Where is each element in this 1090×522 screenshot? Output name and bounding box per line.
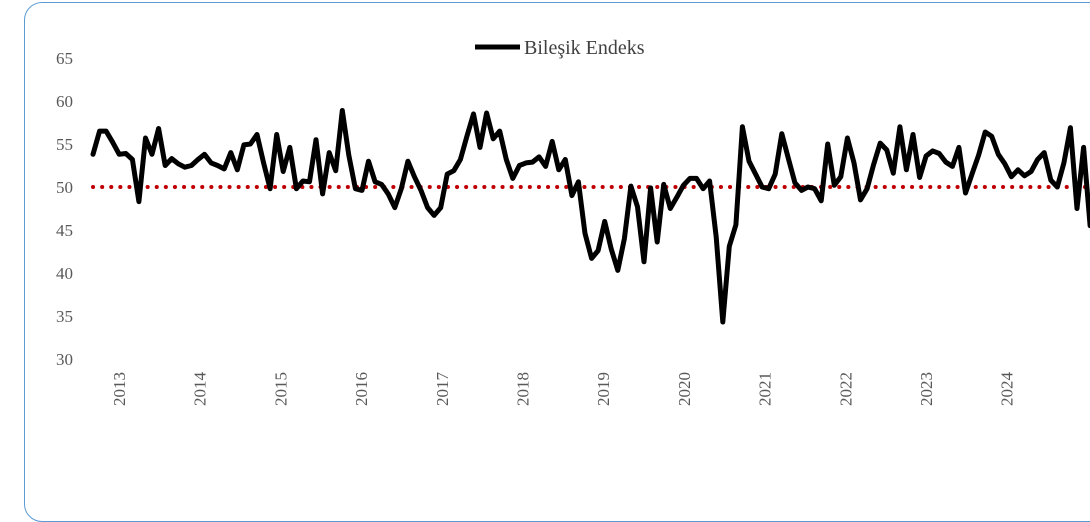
x-tick-label: 2020 <box>675 372 694 406</box>
series-line-bilesik-endeks <box>90 108 1090 325</box>
x-axis-ticks: 2013 2014 2015 2016 2017 2018 2019 2020 2021 2022… <box>110 372 1017 407</box>
y-tick-label: 35 <box>56 307 73 326</box>
x-tick-label: 2024 <box>998 372 1017 407</box>
y-tick-label: 55 <box>56 135 73 154</box>
y-tick-label: 45 <box>56 221 73 240</box>
series-group <box>90 108 1090 325</box>
y-tick-label: 50 <box>56 178 73 197</box>
x-tick-label: 2022 <box>836 372 855 406</box>
legend-label: Bileşik Endeks <box>524 37 645 59</box>
y-tick-label: 40 <box>56 264 73 283</box>
y-tick-label: 60 <box>56 92 73 111</box>
x-tick-label: 2021 <box>756 372 775 406</box>
legend: Bileşik Endeks <box>475 37 645 59</box>
x-tick-label: 2014 <box>191 372 210 407</box>
y-tick-label: 65 <box>56 49 73 68</box>
x-tick-label: 2013 <box>110 372 129 406</box>
x-tick-label: 2019 <box>594 372 613 406</box>
x-tick-label: 2015 <box>271 372 290 406</box>
x-tick-label: 2018 <box>514 372 533 406</box>
x-tick-label: 2023 <box>917 372 936 406</box>
y-tick-label: 30 <box>56 350 73 369</box>
x-tick-label: 2016 <box>352 372 371 406</box>
x-tick-label: 2017 <box>433 372 452 407</box>
y-axis-ticks: 30 35 40 45 50 55 60 65 <box>56 49 73 369</box>
